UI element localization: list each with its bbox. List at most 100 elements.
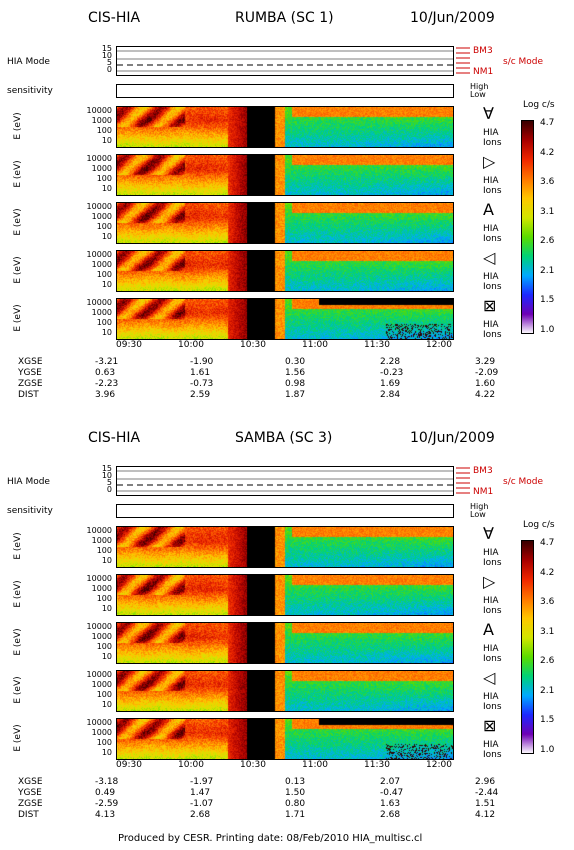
mode-bm3-label: BM3	[473, 466, 493, 476]
spectrogram-canvas	[117, 719, 453, 759]
mode-tick: 15	[101, 464, 112, 473]
look-direction-icon: ⊠	[483, 716, 497, 735]
orbit-value: -2.23	[95, 379, 119, 389]
sens-low-label: Low	[470, 510, 486, 519]
look-direction-icon: ∀	[483, 104, 494, 123]
orbit-value: 1.63	[380, 799, 401, 809]
species-label: Ions	[483, 558, 502, 568]
mode-nm1-label: NM1	[473, 487, 494, 497]
hia-mode-label: HIA Mode	[7, 57, 50, 67]
orbit-row-name: DIST	[18, 390, 39, 400]
energy-tick: 1000	[91, 308, 112, 317]
mode-lines	[117, 470, 453, 492]
colorbar-gradient	[522, 121, 533, 333]
species-label: HIA	[483, 176, 499, 186]
species-label: HIA	[483, 596, 499, 606]
orbit-value: 3.96	[95, 390, 116, 400]
time-tick: 11:30	[364, 760, 390, 770]
orbit-value: 2.59	[190, 390, 211, 400]
orbit-row-name: ZGSE	[18, 379, 43, 389]
energy-axis-label: E (eV)	[13, 160, 23, 188]
species-label: HIA	[483, 128, 499, 138]
time-tick: 10:30	[240, 760, 266, 770]
mode-tick: 10	[101, 51, 112, 60]
energy-tick: 100	[96, 594, 112, 603]
energy-tick: 10000	[86, 250, 112, 259]
mode-tick: 15	[101, 44, 112, 53]
spectrogram-panel-4	[116, 250, 454, 292]
spacecraft-title: SAMBA (SC 3)	[235, 430, 333, 446]
hia-mode-panel	[116, 466, 454, 496]
colorbar	[521, 120, 534, 334]
spectrogram-panel-5	[116, 718, 454, 760]
energy-axis-label: E (eV)	[13, 304, 23, 332]
energy-tick: 10	[101, 184, 112, 193]
orbit-value: 1.87	[285, 390, 306, 400]
species-label: Ions	[483, 606, 502, 616]
energy-axis-label: E (eV)	[13, 580, 23, 608]
colorbar-tick: 3.6	[540, 177, 555, 187]
energy-axis-label: E (eV)	[13, 532, 23, 560]
energy-tick: 1000	[91, 212, 112, 221]
energy-axis-label: E (eV)	[13, 208, 23, 236]
orbit-value: 1.69	[380, 379, 401, 389]
energy-tick: 100	[96, 270, 112, 279]
colorbar-gradient	[522, 541, 533, 753]
instrument-title: CIS-HIA	[88, 430, 141, 446]
colorbar-tick: 1.0	[540, 744, 555, 755]
time-tick: 12:00	[426, 340, 452, 350]
energy-tick: 1000	[91, 536, 112, 545]
orbit-row-name: ZGSE	[18, 799, 43, 809]
orbit-value: -0.23	[380, 368, 404, 378]
energy-tick: 100	[96, 126, 112, 135]
energy-tick: 1000	[91, 116, 112, 125]
orbit-value: 1.61	[190, 368, 211, 378]
colorbar-tick: 3.6	[540, 597, 555, 607]
hia-mode-panel	[116, 46, 454, 76]
species-label: HIA	[483, 272, 499, 282]
energy-tick: 10	[101, 700, 112, 709]
orbit-row-name: DIST	[18, 810, 39, 820]
colorbar-tick: 4.7	[540, 118, 555, 128]
orbit-value: 1.50	[285, 788, 306, 798]
orbit-value: 4.12	[475, 810, 496, 820]
energy-tick: 10000	[86, 718, 112, 727]
energy-axis-label: E (eV)	[13, 676, 23, 704]
mode-nm1-label: NM1	[473, 67, 494, 77]
sensitivity-panel	[116, 504, 454, 518]
orbit-value: 4.22	[475, 390, 496, 400]
look-direction-icon: A	[483, 200, 494, 219]
instrument-title: CIS-HIA	[88, 10, 141, 26]
spectrogram-canvas	[117, 203, 453, 243]
orbit-value: 2.68	[190, 810, 211, 820]
orbit-value: -2.09	[475, 368, 499, 378]
species-label: Ions	[483, 702, 502, 712]
time-tick: 10:30	[240, 340, 266, 350]
sens-high-label: High	[470, 502, 489, 511]
orbit-value: 0.30	[285, 357, 306, 367]
time-tick: 09:30	[116, 760, 142, 770]
mode-lines	[117, 50, 453, 72]
orbit-value: 1.47	[190, 788, 211, 798]
time-tick: 11:00	[302, 760, 328, 770]
energy-tick: 100	[96, 738, 112, 747]
colorbar-title: Log c/s	[523, 100, 555, 110]
spectrogram-canvas	[117, 527, 453, 567]
orbit-value: 1.51	[475, 799, 496, 809]
mode-tick: 10	[101, 471, 112, 480]
energy-tick: 10000	[86, 298, 112, 307]
energy-tick: 10	[101, 232, 112, 241]
orbit-value: 0.13	[285, 777, 306, 787]
species-label: Ions	[483, 282, 502, 292]
spectrogram-panel-2	[116, 574, 454, 616]
orbit-value: -3.18	[95, 777, 119, 787]
colorbar-tick: 4.2	[540, 567, 555, 578]
colorbar	[521, 540, 534, 754]
look-direction-icon: ∀	[483, 524, 494, 543]
energy-tick: 1000	[91, 164, 112, 173]
energy-tick: 10000	[86, 106, 112, 115]
footer-credit: Produced by CESR. Printing date: 08/Feb/…	[118, 833, 423, 844]
energy-tick: 10000	[86, 202, 112, 211]
time-tick: 11:00	[302, 340, 328, 350]
time-tick: 11:30	[364, 340, 390, 350]
